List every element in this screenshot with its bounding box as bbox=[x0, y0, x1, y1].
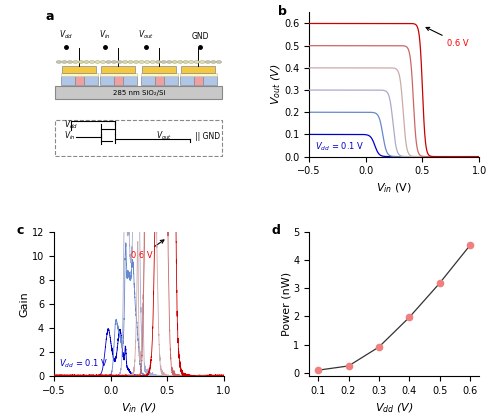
X-axis label: $V_{in}$ (V): $V_{in}$ (V) bbox=[121, 401, 157, 413]
Text: $V_{dd}$ = 0.1 V: $V_{dd}$ = 0.1 V bbox=[60, 357, 109, 370]
Circle shape bbox=[67, 61, 73, 64]
Text: $V_{dd}$ = 0.1 V: $V_{dd}$ = 0.1 V bbox=[314, 141, 364, 154]
Bar bbox=[62, 66, 96, 73]
Bar bbox=[140, 73, 178, 76]
Text: || GND: || GND bbox=[195, 132, 220, 140]
Circle shape bbox=[155, 61, 161, 64]
Bar bbox=[61, 76, 75, 85]
Text: $V_{in}$: $V_{in}$ bbox=[64, 130, 76, 142]
Bar bbox=[194, 76, 203, 85]
Text: 285 nm SiO₂/Si: 285 nm SiO₂/Si bbox=[112, 90, 165, 96]
Circle shape bbox=[199, 61, 204, 64]
Circle shape bbox=[194, 61, 199, 64]
Circle shape bbox=[100, 61, 105, 64]
Bar bbox=[75, 76, 83, 85]
Text: d: d bbox=[271, 224, 280, 237]
FancyBboxPatch shape bbox=[55, 120, 222, 156]
Text: $V_{out}$: $V_{out}$ bbox=[137, 29, 153, 41]
Circle shape bbox=[78, 61, 83, 64]
Y-axis label: $V_{out}$ (V): $V_{out}$ (V) bbox=[268, 64, 282, 105]
Bar bbox=[55, 86, 222, 99]
Bar bbox=[140, 76, 155, 85]
Circle shape bbox=[89, 61, 95, 64]
Bar bbox=[142, 66, 176, 73]
Circle shape bbox=[111, 61, 117, 64]
Circle shape bbox=[204, 61, 210, 64]
Circle shape bbox=[166, 61, 172, 64]
Bar bbox=[101, 66, 135, 73]
Text: 0.6 V: 0.6 V bbox=[425, 27, 468, 47]
Circle shape bbox=[61, 61, 67, 64]
Circle shape bbox=[133, 61, 139, 64]
Bar bbox=[181, 66, 215, 73]
Circle shape bbox=[172, 61, 177, 64]
Bar bbox=[114, 76, 122, 85]
Bar bbox=[203, 76, 217, 85]
Text: b: b bbox=[278, 5, 287, 18]
Circle shape bbox=[210, 61, 216, 64]
Circle shape bbox=[122, 61, 127, 64]
Y-axis label: Gain: Gain bbox=[19, 291, 29, 317]
Text: GND: GND bbox=[191, 32, 208, 41]
Bar bbox=[100, 73, 137, 76]
Circle shape bbox=[150, 61, 155, 64]
Y-axis label: Power (nW): Power (nW) bbox=[281, 272, 291, 336]
Circle shape bbox=[177, 61, 183, 64]
Text: $V_{out}$: $V_{out}$ bbox=[156, 130, 172, 142]
Circle shape bbox=[56, 61, 61, 64]
Text: $V_{dd}$: $V_{dd}$ bbox=[59, 29, 73, 41]
Circle shape bbox=[83, 61, 89, 64]
Circle shape bbox=[73, 61, 78, 64]
Circle shape bbox=[144, 61, 149, 64]
Text: $V_{dd}$: $V_{dd}$ bbox=[63, 119, 78, 131]
Circle shape bbox=[139, 61, 144, 64]
Bar bbox=[180, 73, 217, 76]
Bar bbox=[100, 76, 114, 85]
Circle shape bbox=[105, 61, 111, 64]
Circle shape bbox=[216, 61, 221, 64]
Bar bbox=[163, 76, 178, 85]
Bar bbox=[155, 76, 163, 85]
X-axis label: $V_{dd}$ (V): $V_{dd}$ (V) bbox=[374, 401, 412, 413]
Circle shape bbox=[128, 61, 133, 64]
Bar bbox=[180, 76, 194, 85]
Bar bbox=[83, 76, 98, 85]
Bar bbox=[122, 76, 137, 85]
Circle shape bbox=[183, 61, 188, 64]
Circle shape bbox=[188, 61, 194, 64]
Circle shape bbox=[161, 61, 166, 64]
Bar bbox=[61, 73, 98, 76]
Text: a: a bbox=[45, 9, 54, 22]
Text: 0.6 V: 0.6 V bbox=[131, 240, 163, 260]
Text: $V_{in}$: $V_{in}$ bbox=[99, 29, 110, 41]
Circle shape bbox=[95, 61, 100, 64]
Text: c: c bbox=[16, 224, 24, 237]
Circle shape bbox=[117, 61, 122, 64]
X-axis label: $V_{in}$ (V): $V_{in}$ (V) bbox=[375, 182, 411, 195]
